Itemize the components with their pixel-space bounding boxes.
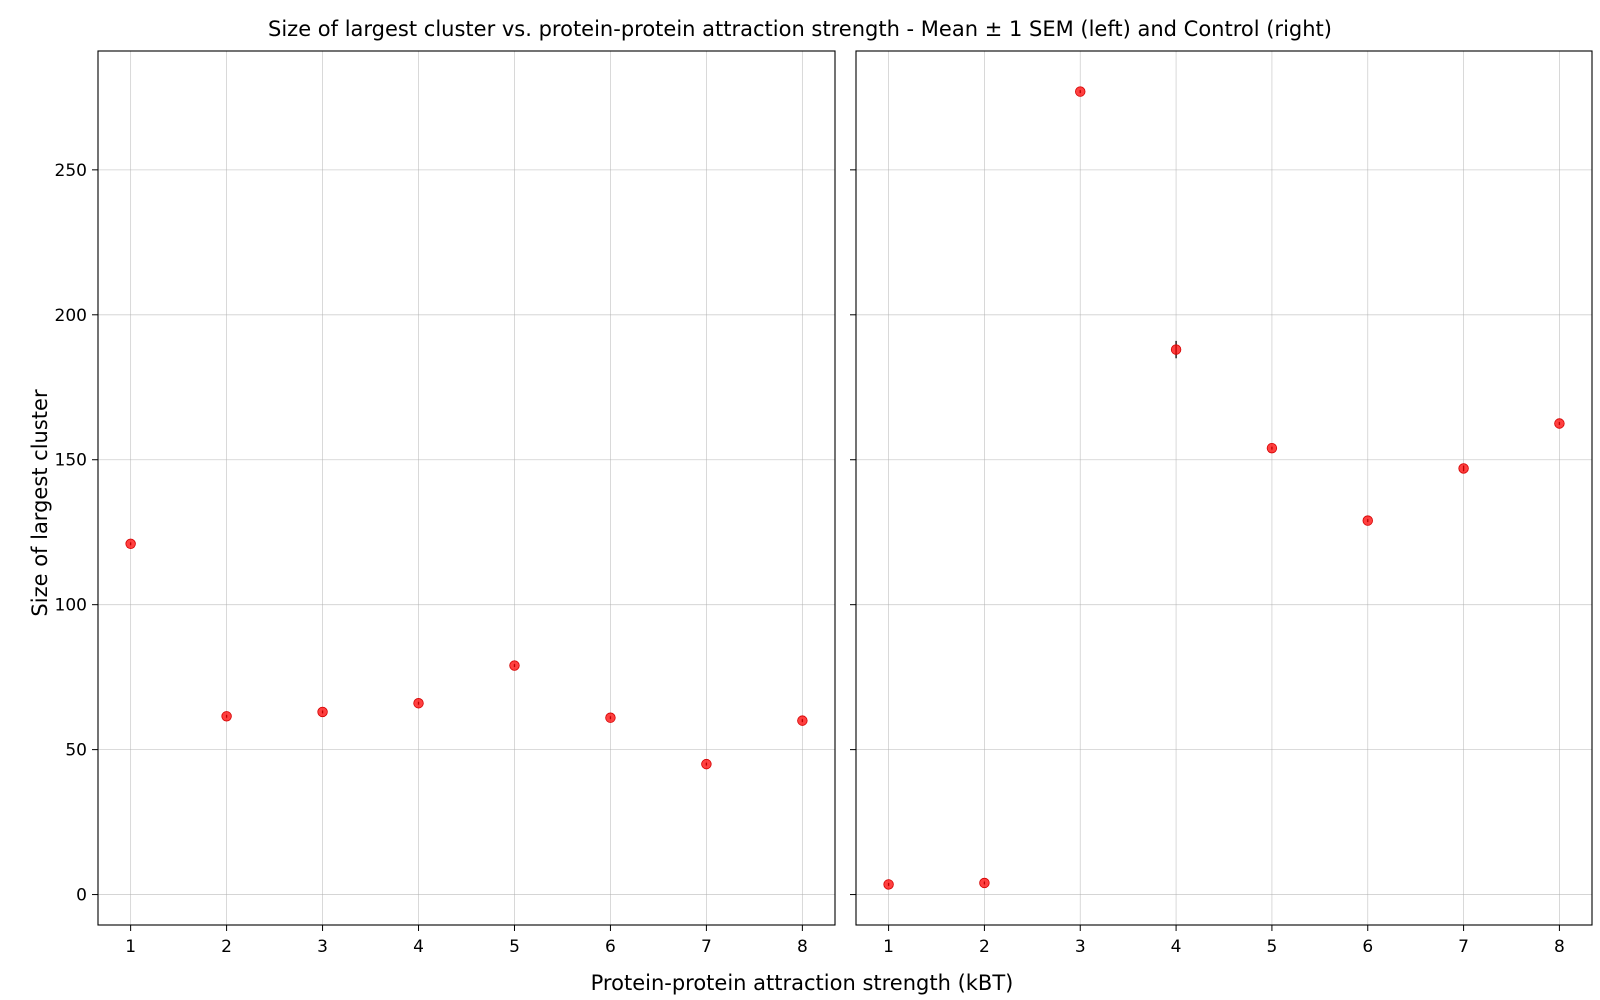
y-tick-label: 100 (55, 596, 87, 616)
x-tick-label: 5 (1267, 937, 1278, 957)
x-tick-label: 3 (317, 937, 328, 957)
gridlines-right (856, 51, 1592, 925)
chart-title: Size of largest cluster vs. protein-prot… (268, 17, 1332, 41)
x-tick-label: 4 (413, 937, 424, 957)
x-tick-label: 8 (797, 937, 808, 957)
y-tick-label: 50 (65, 741, 87, 761)
y-tick-label: 200 (55, 306, 87, 326)
x-tick-label: 7 (1458, 937, 1469, 957)
data-point (1266, 442, 1278, 454)
x-tick-label: 1 (125, 937, 136, 957)
panels-container: 1 2 3 4 5 6 7 8 0 50 100 150 200 250 1 2 3 4 5 6 7 8 (55, 50, 1593, 957)
data-point (317, 706, 328, 718)
panel-left: 1 2 3 4 5 6 7 8 0 50 100 150 200 250 (55, 50, 836, 957)
y-tick-label: 0 (76, 886, 87, 906)
x-tick-label: 6 (1362, 937, 1373, 957)
x-tick-label: 6 (605, 937, 616, 957)
y-tick-label: 250 (55, 161, 87, 181)
data-point (125, 538, 136, 550)
x-tick-label: 3 (1075, 937, 1086, 957)
data-point (509, 660, 520, 671)
data-point (605, 712, 616, 723)
data-point (1554, 418, 1565, 429)
gridlines-left (98, 51, 835, 925)
data-point (1362, 515, 1373, 526)
panel-right: 1 2 3 4 5 6 7 8 (850, 50, 1593, 957)
data-point (701, 758, 712, 770)
axes-frame-left (97, 50, 836, 926)
data-point (1075, 86, 1086, 97)
x-tick-label: 7 (701, 937, 712, 957)
data-point (883, 879, 894, 890)
x-tick-label: 2 (221, 937, 232, 957)
x-tick-label: 8 (1554, 937, 1565, 957)
y-axis-label: Size of largest cluster (28, 389, 52, 617)
axes-frame-right (855, 50, 1593, 926)
data-point (979, 877, 990, 889)
x-tick-label: 2 (979, 937, 990, 957)
data-point (413, 698, 424, 709)
y-tick-label: 150 (55, 451, 87, 471)
x-tick-label: 5 (509, 937, 520, 957)
data-point (797, 715, 808, 726)
data-point (1170, 344, 1182, 355)
x-tick-label: 1 (883, 937, 894, 957)
x-axis-label: Protein-protein attraction strength (kBT… (591, 971, 1014, 995)
x-tick-label: 4 (1171, 937, 1182, 957)
data-point (221, 711, 232, 722)
data-point (1458, 463, 1469, 474)
